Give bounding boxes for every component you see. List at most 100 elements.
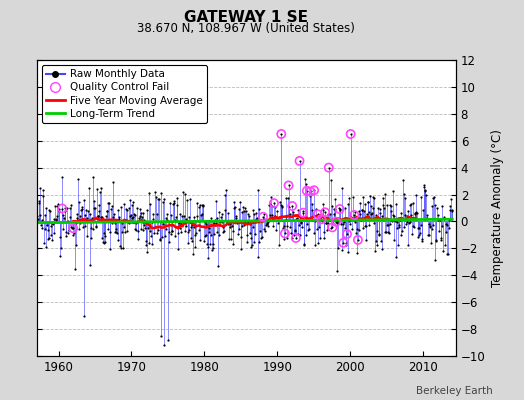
- Point: [247, 235, 255, 242]
- Point: [432, 237, 440, 244]
- Point: [293, 231, 302, 238]
- Point: [358, 194, 367, 200]
- Point: [244, 219, 253, 225]
- Point: [119, 245, 127, 251]
- Point: [255, 206, 263, 212]
- Point: [277, 202, 285, 208]
- Point: [42, 205, 51, 211]
- Point: [361, 201, 369, 208]
- Point: [215, 209, 223, 215]
- Point: [164, 337, 172, 343]
- Point: [323, 211, 332, 218]
- Point: [298, 224, 306, 230]
- Point: [117, 244, 125, 251]
- Point: [118, 228, 126, 235]
- Point: [308, 201, 316, 207]
- Point: [343, 249, 352, 255]
- Point: [309, 229, 318, 236]
- Point: [184, 214, 193, 220]
- Point: [290, 227, 299, 234]
- Point: [221, 192, 230, 198]
- Point: [366, 192, 374, 199]
- Point: [343, 231, 351, 237]
- Point: [445, 216, 453, 223]
- Point: [430, 202, 439, 208]
- Point: [409, 223, 418, 229]
- Point: [90, 205, 98, 211]
- Point: [428, 226, 436, 232]
- Point: [284, 195, 292, 201]
- Point: [160, 196, 168, 203]
- Point: [190, 214, 199, 220]
- Point: [223, 218, 231, 225]
- Point: [312, 226, 321, 232]
- Point: [168, 227, 176, 234]
- Point: [217, 214, 225, 220]
- Point: [145, 190, 153, 197]
- Point: [400, 224, 408, 230]
- Point: [59, 212, 68, 218]
- Point: [152, 211, 161, 217]
- Point: [126, 197, 134, 203]
- Point: [369, 195, 378, 201]
- Point: [285, 182, 293, 189]
- Point: [372, 238, 380, 244]
- Point: [402, 219, 411, 226]
- Point: [319, 207, 328, 214]
- Point: [322, 220, 331, 226]
- Point: [326, 177, 335, 184]
- Point: [290, 232, 298, 238]
- Point: [200, 232, 209, 239]
- Point: [281, 216, 290, 222]
- Point: [134, 236, 142, 242]
- Point: [443, 251, 451, 257]
- Point: [104, 226, 112, 232]
- Point: [289, 208, 298, 215]
- Point: [235, 226, 244, 233]
- Point: [48, 220, 56, 226]
- Point: [101, 239, 109, 245]
- Point: [281, 230, 289, 237]
- Point: [277, 131, 286, 137]
- Point: [44, 226, 52, 233]
- Point: [315, 223, 323, 230]
- Point: [185, 227, 193, 233]
- Point: [161, 233, 169, 239]
- Point: [418, 236, 426, 242]
- Point: [350, 212, 358, 218]
- Point: [237, 234, 245, 240]
- Point: [417, 194, 425, 201]
- Point: [332, 219, 341, 226]
- Point: [158, 221, 167, 227]
- Point: [281, 230, 289, 237]
- Legend: Raw Monthly Data, Quality Control Fail, Five Year Moving Average, Long-Term Tren: Raw Monthly Data, Quality Control Fail, …: [42, 65, 207, 123]
- Point: [387, 208, 396, 215]
- Point: [91, 205, 99, 211]
- Point: [133, 204, 141, 211]
- Point: [331, 206, 340, 212]
- Point: [183, 196, 191, 203]
- Point: [400, 194, 409, 201]
- Point: [213, 215, 221, 221]
- Point: [105, 246, 114, 252]
- Point: [276, 198, 284, 205]
- Point: [425, 223, 434, 229]
- Point: [328, 224, 336, 230]
- Point: [294, 206, 302, 213]
- Point: [156, 237, 164, 243]
- Point: [288, 234, 296, 241]
- Point: [288, 203, 297, 209]
- Point: [264, 223, 272, 230]
- Point: [419, 182, 428, 188]
- Point: [172, 202, 181, 208]
- Point: [296, 158, 304, 164]
- Point: [59, 226, 67, 232]
- Point: [187, 224, 195, 230]
- Point: [66, 205, 74, 212]
- Point: [150, 230, 158, 236]
- Point: [69, 225, 78, 232]
- Point: [79, 196, 88, 203]
- Point: [371, 248, 379, 254]
- Point: [141, 225, 149, 232]
- Point: [165, 228, 173, 235]
